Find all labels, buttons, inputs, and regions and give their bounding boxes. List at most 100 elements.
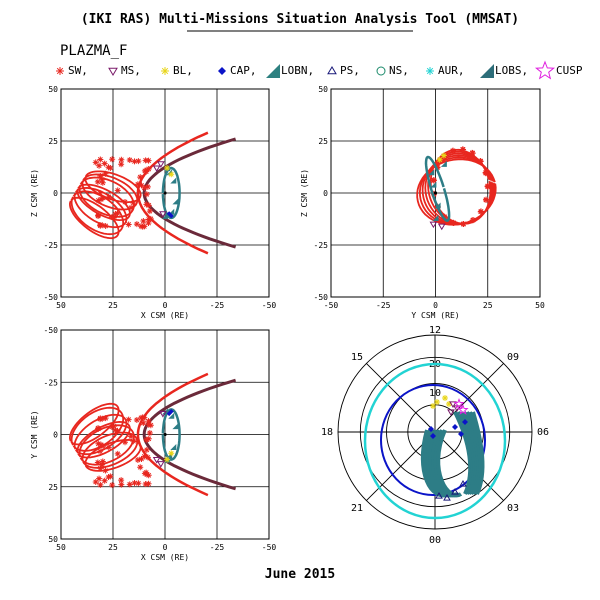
panel-xy: 50 25 0 -25 -50 50 25 0 -25 -50 X CSM (RE) Y CSM (R…: [30, 326, 276, 562]
legend-symbol: [376, 66, 386, 76]
sw-point: [143, 166, 150, 173]
sw-point: [118, 161, 125, 168]
sw-point: [99, 458, 106, 465]
lobe-point: [432, 214, 439, 221]
lobe-point: [440, 160, 447, 167]
sw-point: [102, 222, 109, 229]
cusp-point: [457, 403, 469, 415]
x-tick-label: -25: [210, 301, 225, 310]
sw-point: [478, 208, 485, 215]
ps-point: [443, 494, 451, 501]
sw-point: [97, 172, 104, 179]
x-tick-label: 0: [433, 301, 438, 310]
sw-point: [143, 201, 150, 208]
cap-point: [168, 409, 174, 415]
sw-point: [144, 183, 151, 190]
sw-point: [96, 162, 103, 169]
sw-point: [97, 156, 104, 163]
sw-point: [125, 221, 132, 228]
earth-marker: [163, 432, 167, 437]
sw-point: [142, 481, 149, 488]
orbit-band: [436, 429, 463, 498]
cap-point: [168, 213, 174, 219]
ps-point: [435, 492, 443, 499]
orbit-track-sw: [76, 421, 131, 459]
cap-point: [452, 424, 458, 430]
orbit-track-sw: [70, 406, 125, 452]
y-axis-label: Y CSM (RE): [30, 410, 39, 458]
sw-point: [99, 222, 106, 229]
mlt-label: 21: [351, 503, 363, 514]
sw-point: [99, 179, 106, 186]
sw-point: [108, 423, 115, 430]
sw-point: [94, 178, 101, 185]
mlt-label: 09: [507, 352, 519, 363]
sw-point: [141, 223, 148, 230]
sw-point: [105, 193, 112, 200]
sw-point: [105, 474, 112, 481]
sw-point: [144, 454, 151, 461]
orbit-track-sw: [73, 187, 128, 229]
sw-point: [143, 436, 150, 443]
sw-point: [133, 416, 140, 423]
sw-point: [105, 164, 112, 171]
lobe-point: [162, 212, 168, 219]
sw-point: [133, 221, 140, 228]
sw-point: [110, 214, 117, 221]
sw-point: [145, 418, 152, 425]
y-tick-label: -25: [44, 241, 59, 250]
sw-point: [95, 197, 102, 204]
sw-point: [141, 414, 148, 421]
sw-point: [125, 416, 132, 423]
sw-point: [114, 427, 121, 434]
orbit-track-sw: [73, 413, 128, 456]
sw-point: [441, 214, 448, 221]
cusp-point: [453, 397, 465, 409]
cap-point: [458, 431, 464, 437]
sw-point: [95, 440, 102, 447]
sw-point: [97, 448, 104, 455]
x-tick-label: 0: [163, 543, 168, 552]
mlt-label: 12: [429, 325, 441, 336]
sw-point: [143, 471, 150, 478]
lobe-point: [428, 169, 435, 176]
panel-xz: 50 25 0 -25 -50 -50 -25 0 25 50 X CSM (RE) Z CSM (R…: [30, 85, 276, 320]
lobe-point: [168, 412, 175, 419]
sw-point: [141, 167, 148, 174]
sw-point: [99, 461, 106, 468]
sw-point: [142, 157, 149, 164]
sw-point: [112, 427, 119, 434]
y-tick-label: -50: [44, 293, 59, 302]
sw-point: [130, 199, 137, 206]
orbit-track-sw: [76, 183, 131, 221]
y-tick-label: -50: [44, 326, 59, 335]
y-axis-label: Z CSM (RE): [30, 169, 39, 217]
y-tick-label: 25: [48, 137, 58, 146]
sw-point: [108, 214, 115, 221]
sw-point: [145, 166, 152, 173]
mlt-label: 18: [321, 427, 333, 438]
mlt-label: 03: [507, 503, 519, 514]
orbit-track-sw: [84, 170, 142, 203]
bl-point: [168, 171, 175, 178]
x-axis-label: X CSM (RE): [141, 311, 189, 320]
sw-point: [99, 176, 106, 183]
x-axis-label: Y CSM (RE): [411, 311, 459, 320]
sw-point: [95, 425, 102, 432]
sw-point: [97, 190, 104, 196]
sw-point: [118, 477, 125, 484]
legend-label: AUR,: [438, 64, 465, 77]
x-tick-label: 25: [483, 301, 493, 310]
legend-symbol: [108, 67, 118, 76]
sw-point: [143, 191, 150, 198]
bl-point: [440, 152, 447, 159]
ps-point: [451, 488, 459, 495]
legend-symbol: [161, 67, 169, 75]
lobe-point: [170, 444, 177, 451]
cap-point: [428, 426, 434, 432]
sw-point: [109, 482, 116, 489]
x-tick-label: 25: [108, 301, 118, 310]
sw-point: [95, 213, 102, 220]
legend-symbol: [426, 67, 434, 75]
